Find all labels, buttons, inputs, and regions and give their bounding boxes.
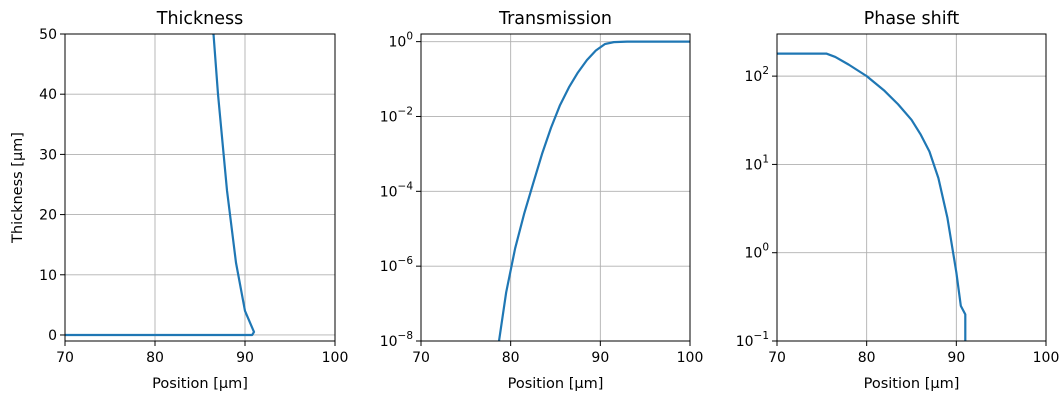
plot-frame [64, 33, 336, 342]
x-axis-label: Position [μm] [508, 376, 604, 392]
y-tick-label: 10−4 [380, 180, 414, 200]
chart-title: Phase shift [864, 9, 960, 29]
y-tick-label: 10−2 [380, 105, 413, 125]
x-tick-label: 100 [677, 350, 704, 366]
y-tick-label: 10 [39, 268, 57, 284]
series-line [777, 52, 967, 341]
chart-title: Thickness [156, 9, 244, 29]
x-axis-label: Position [μm] [152, 376, 248, 392]
x-tick-label: 70 [412, 350, 430, 366]
y-tick-label: 40 [39, 87, 57, 103]
chart-3: 70 80 90 100 10−1 100 101 102 Phase shift Positio… [736, 9, 1060, 392]
x-tick-label: 70 [56, 350, 74, 366]
y-tick-label: 10−6 [380, 255, 414, 275]
plot-frame [776, 33, 1047, 342]
y-tick-label: 102 [744, 65, 769, 85]
x-tick-label: 80 [146, 350, 164, 366]
chart-2: 70 80 90 100 10−8 10−6 10−4 10−2 100 Transmission… [380, 9, 704, 392]
x-tick-label: 90 [591, 350, 609, 366]
y-tick-label: 100 [388, 31, 413, 51]
x-tick-label: 70 [768, 350, 786, 366]
plot-frame [420, 33, 691, 342]
y-tick-label: 30 [39, 147, 57, 163]
y-tick-label: 20 [39, 208, 57, 224]
x-tick-label: 80 [858, 350, 876, 366]
chart-1: 70 80 90 100 0 10 20 30 40 50 Thickness Position [μ… [10, 9, 348, 392]
x-tick-label: 80 [502, 350, 520, 366]
y-tick-label: 50 [39, 27, 57, 43]
y-tick-label: 0 [48, 328, 57, 344]
x-tick-label: 100 [322, 350, 349, 366]
x-tick-label: 100 [1033, 350, 1060, 366]
chart-title: Transmission [498, 9, 612, 29]
y-axis-label: Thickness [μm] [10, 132, 26, 244]
y-tick-label: 100 [744, 242, 769, 262]
x-axis-label: Position [μm] [864, 376, 960, 392]
y-tick-label: 10−1 [736, 330, 769, 350]
y-tick-label: 101 [744, 153, 769, 173]
series-line [497, 40, 690, 341]
x-tick-label: 90 [947, 350, 965, 366]
series-line [65, 34, 256, 337]
y-tick-label: 10−8 [380, 330, 413, 350]
x-tick-label: 90 [236, 350, 254, 366]
